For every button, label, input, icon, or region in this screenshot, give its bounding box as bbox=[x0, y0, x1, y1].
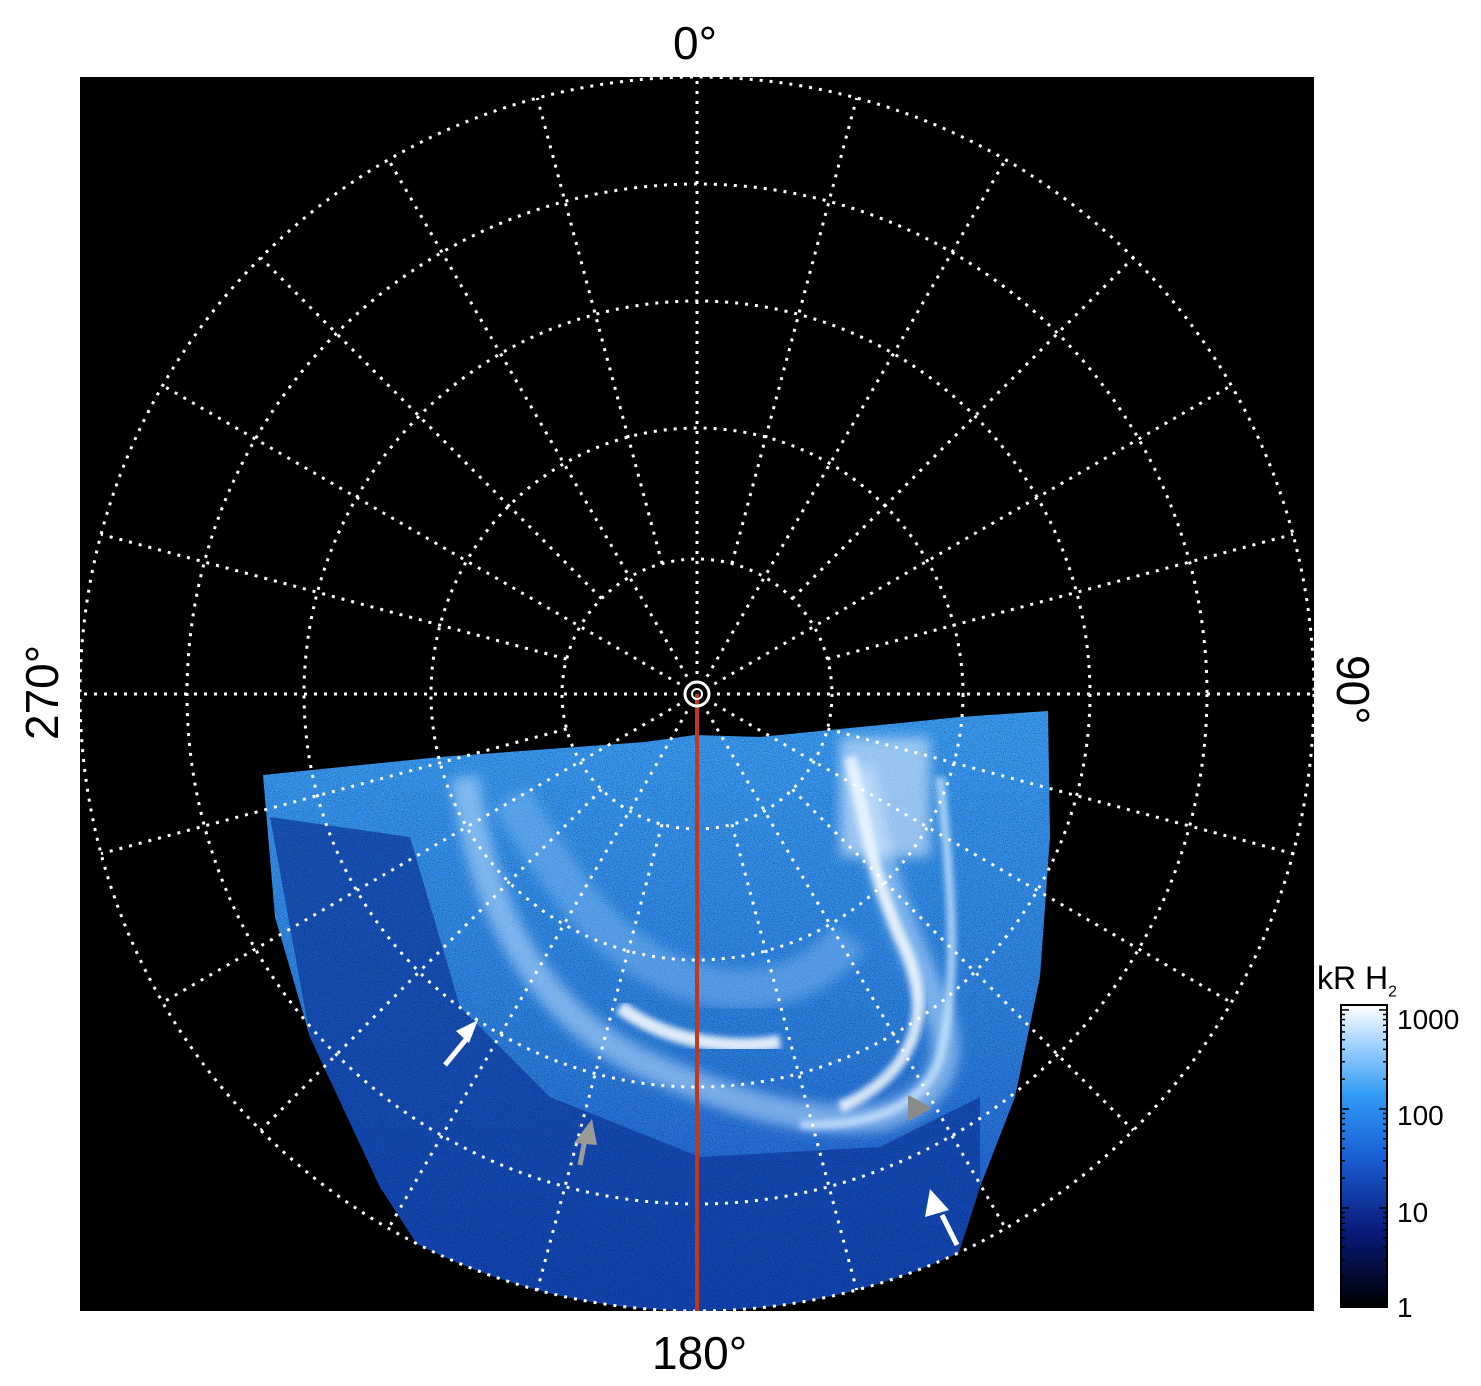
gray-arrow-middle-icon bbox=[574, 1119, 597, 1166]
colorbar-tick-10: 10 bbox=[1397, 1197, 1429, 1228]
colorbar-title-subscript: 2 bbox=[1388, 983, 1398, 1001]
colorbar-tick-1000: 1000 bbox=[1397, 1004, 1460, 1035]
gray-triangle-right-icon bbox=[908, 1095, 932, 1121]
longitude-spoke bbox=[100, 727, 567, 856]
longitude-spoke bbox=[827, 727, 1294, 856]
main-oval-core bbox=[615, 1001, 782, 1053]
colorbar-minor-ticks bbox=[1340, 1009, 1388, 1308]
longitude-spoke bbox=[259, 256, 603, 600]
longitude-spoke bbox=[535, 824, 664, 1291]
white-arrow-right-icon bbox=[925, 1189, 960, 1247]
colorbar-tick-100: 100 bbox=[1397, 1100, 1444, 1131]
label-180-deg: 180° bbox=[652, 1330, 747, 1376]
longitude-spoke bbox=[791, 788, 1135, 1132]
pole-marker-outer bbox=[683, 680, 711, 708]
colorbar bbox=[1340, 1004, 1388, 1308]
label-90-deg-text: 90° bbox=[1327, 655, 1379, 725]
colorbar-tick-1: 1 bbox=[1397, 1292, 1413, 1323]
label-90-deg: 90° bbox=[1327, 655, 1379, 725]
label-180-deg-text: 180° bbox=[652, 1327, 748, 1379]
label-0-deg-text: 0° bbox=[673, 17, 717, 69]
upper-bright-band bbox=[840, 737, 930, 857]
label-270-deg-text: 270° bbox=[16, 644, 68, 740]
colorbar-gradient bbox=[1340, 1004, 1388, 1308]
pole-marker-inner bbox=[691, 688, 703, 700]
longitude-grid bbox=[80, 77, 1314, 1311]
label-270-deg: 270° bbox=[16, 644, 68, 740]
longitude-spoke bbox=[730, 824, 859, 1291]
label-0-deg: 0° bbox=[673, 20, 717, 66]
longitude-spoke bbox=[535, 97, 664, 564]
longitude-spoke bbox=[259, 788, 603, 1132]
outer-arc bbox=[799, 776, 957, 1130]
colorbar-title: kR H2 bbox=[1317, 960, 1397, 1001]
longitude-spoke bbox=[100, 532, 567, 661]
white-arrow-left-icon bbox=[443, 1020, 478, 1067]
inner-emission bbox=[493, 786, 866, 1010]
longitude-spoke bbox=[791, 256, 1135, 600]
colorbar-title-text: kR H bbox=[1317, 960, 1389, 996]
lat-circle-2 bbox=[429, 426, 965, 962]
longitude-spoke bbox=[730, 97, 859, 564]
longitude-spoke bbox=[827, 532, 1294, 661]
polar-aurora-image bbox=[80, 77, 1314, 1311]
aurora-emission bbox=[260, 711, 1060, 1311]
